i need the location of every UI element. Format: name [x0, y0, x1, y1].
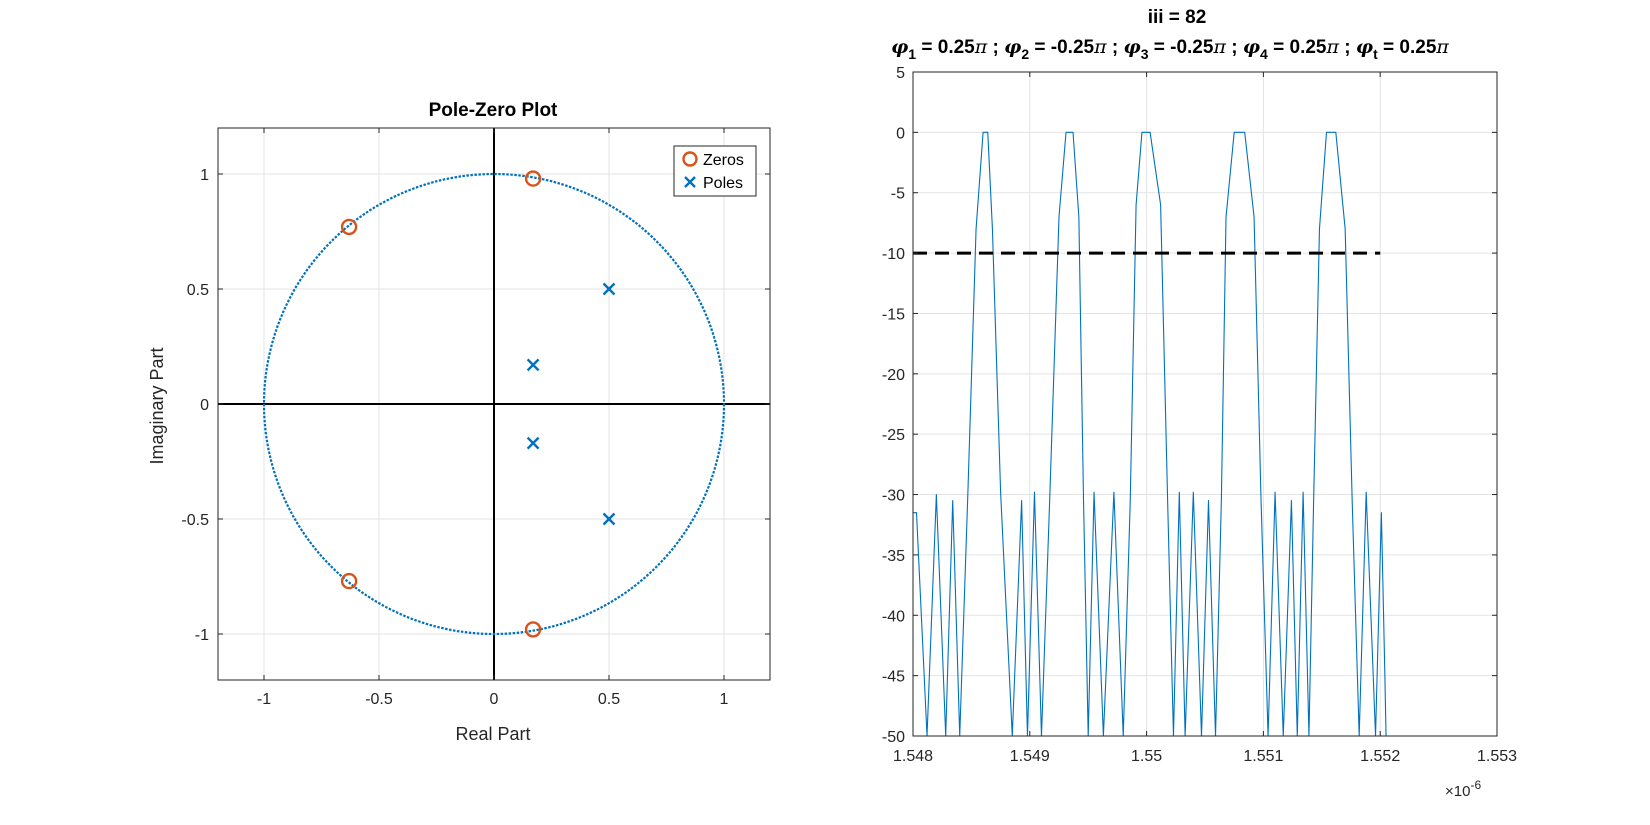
pi-symbol-2: π: [1212, 36, 1226, 58]
pz-y-tick-label-2: 0: [200, 397, 209, 414]
sp-y-tick-label-10: -45: [882, 669, 905, 686]
pz-x-tick-label-0: -1: [257, 691, 271, 708]
pi-symbol-4: π: [1435, 36, 1449, 58]
legend-poles-label: Poles: [703, 175, 743, 192]
sp-y-tick-label-4: -15: [882, 306, 905, 323]
pz-marks: [340, 170, 616, 638]
pz-x-tick-label-2: 0: [490, 691, 499, 708]
pz-origin-axes: [218, 128, 770, 680]
pz-y-tick-label-1: -0.5: [181, 512, 209, 529]
zero-marker-1: [340, 218, 358, 236]
title-separator-3: ;: [1339, 37, 1356, 58]
sp-y-tick-label-7: -30: [882, 488, 905, 505]
pz-y-axis-label: Imaginary Part: [147, 347, 167, 464]
phi-value-1: = -0.25: [1029, 37, 1094, 58]
sp-x-tick-label-4: 1.552: [1360, 748, 1400, 765]
phi-value-4: = 0.25: [1378, 37, 1437, 58]
pi-symbol-1: π: [1093, 36, 1107, 58]
pz-y-tick-label-3: 0.5: [187, 282, 209, 299]
pi-symbol-0: π: [974, 36, 988, 58]
title-separator-2: ;: [1226, 37, 1243, 58]
pi-symbol-3: π: [1325, 36, 1339, 58]
phi-subscript-0: 1: [908, 46, 916, 62]
zero-marker-0: [524, 170, 542, 187]
sp-y-tick-label-3: -10: [882, 246, 905, 263]
pz-legend: Zeros Poles: [673, 145, 757, 197]
phi-value-2: = -0.25: [1148, 37, 1213, 58]
legend-pole-marker: [684, 176, 696, 188]
sp-x-exponent-base: ×10: [1445, 783, 1470, 800]
pole-zero-chart: Pole-Zero Plot -1 -0.5 0 0.5 1 -1 -0.5 0 0.5 1 Re…: [147, 100, 771, 744]
sp-ticks: 1.548 1.549 1.55 1.551 1.552 1.553 5 0 -5 -10 -15 -…: [882, 65, 1517, 765]
sp-axes-frame: [912, 71, 1498, 737]
legend-zeros-label: Zeros: [703, 152, 744, 169]
pz-x-tick-label-4: 1: [720, 691, 729, 708]
pz-unit-circle-group: [262, 172, 726, 636]
zero-marker-3: [524, 621, 542, 638]
pole-marker-3: [602, 512, 616, 526]
phi-symbol-0: φ: [891, 36, 908, 58]
sp-y-tick-label-0: 5: [896, 65, 905, 82]
pz-ticks: -1 -0.5 0 0.5 1 -1 -0.5 0 0.5 1: [181, 128, 770, 708]
sp-y-tick-label-6: -25: [882, 427, 905, 444]
sp-x-tick-label-5: 1.553: [1477, 748, 1517, 765]
pz-x-tick-label-3: 0.5: [598, 691, 620, 708]
pole-marker-2: [526, 436, 540, 450]
phi-symbol-1: φ: [1004, 36, 1021, 58]
sp-x-exponent-power: -6: [1470, 778, 1481, 792]
legend-zero-marker: [682, 151, 698, 167]
phi-symbol-3: φ: [1243, 36, 1260, 58]
sp-y-tick-label-5: -20: [882, 367, 905, 384]
sp-marks: [913, 131, 1387, 736]
sp-x-exponent: ×10-6: [1445, 778, 1481, 800]
pz-y-tick-label-0: -1: [195, 627, 209, 644]
sp-y-tick-label-9: -40: [882, 608, 905, 625]
phi-subscript-4: t: [1373, 46, 1378, 62]
pz-x-axis-label: Real Part: [455, 724, 530, 744]
phi-value-3: = 0.25: [1268, 37, 1327, 58]
phi-symbol-2: φ: [1123, 36, 1140, 58]
pz-unit-circle: [262, 172, 726, 636]
sp-x-tick-label-2: 1.55: [1131, 748, 1162, 765]
pz-y-tick-label-4: 1: [200, 167, 209, 184]
spectrum-line: [913, 131, 1387, 736]
sp-y-tick-label-1: 0: [896, 125, 905, 142]
phi-subscript-1: 2: [1021, 46, 1029, 62]
sp-x-tick-label-3: 1.551: [1243, 748, 1283, 765]
phi-value-0: = 0.25: [916, 37, 975, 58]
sp-y-tick-label-11: -50: [882, 729, 905, 746]
sp-y-tick-label-2: -5: [891, 186, 905, 203]
spectrum-chart: iii = 82 φ1 = 0.25π ; φ2 = -0.25π ; φ3 =…: [882, 7, 1517, 800]
pz-title: Pole-Zero Plot: [429, 100, 558, 121]
zero-marker-2: [340, 572, 358, 590]
title-separator-0: ;: [987, 37, 1004, 58]
pz-legend-box: [673, 145, 757, 197]
pz-x-tick-label-1: -0.5: [365, 691, 393, 708]
sp-x-tick-label-0: 1.548: [893, 748, 933, 765]
sp-title-line1: iii = 82: [1148, 7, 1207, 28]
title-separator-1: ;: [1107, 37, 1124, 58]
phi-symbol-4: φ: [1356, 36, 1373, 58]
sp-title-line2: φ1 = 0.25π ; φ2 = -0.25π ; φ3 = -0.25π ;…: [891, 36, 1449, 62]
sp-x-tick-label-1: 1.549: [1010, 748, 1050, 765]
pole-marker-0: [602, 282, 616, 296]
pole-marker-1: [526, 358, 540, 372]
phi-subscript-3: 4: [1260, 46, 1268, 62]
phi-subscript-2: 3: [1141, 46, 1149, 62]
sp-y-tick-label-8: -35: [882, 548, 905, 565]
